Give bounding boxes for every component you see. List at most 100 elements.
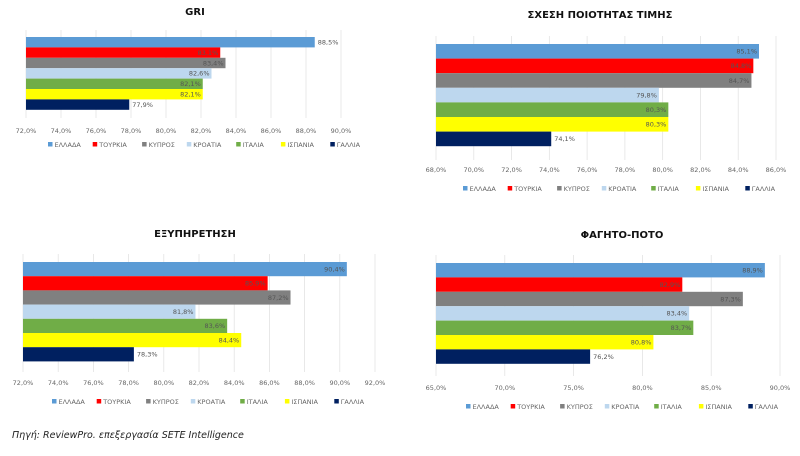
legend-swatch <box>190 399 196 404</box>
legend-swatch <box>507 186 513 191</box>
legend-label: ΓΑΛΛΙΑ <box>752 185 776 193</box>
chart-title: GRI <box>185 7 205 18</box>
x-tick-label: 78,0% <box>118 379 139 387</box>
legend-label: ΤΟΥΡΚΙΑ <box>516 403 545 411</box>
data-label: 78,3% <box>137 351 158 359</box>
legend-label: ΙΤΑΛΙΑ <box>247 398 269 406</box>
data-label: 87,3% <box>720 295 741 303</box>
legend-swatch <box>330 142 335 147</box>
x-tick-label: 76,0% <box>86 127 107 135</box>
x-tick-label: 70,0% <box>463 166 484 174</box>
bar-ΙΣΠΑΝΙΑ <box>436 335 654 350</box>
x-tick-label: 80,0% <box>652 166 673 174</box>
legend-swatch <box>466 404 471 409</box>
data-label: 88,5% <box>318 39 339 47</box>
data-label: 80,3% <box>646 121 667 129</box>
legend-label: ΙΣΠΑΝΙΑ <box>287 141 314 149</box>
legend-swatch <box>745 186 750 191</box>
bar-ΙΤΑΛΙΑ <box>436 102 669 117</box>
x-tick-label: 90,0% <box>331 127 352 135</box>
legend-swatch <box>560 404 565 409</box>
legend-swatch <box>604 404 610 409</box>
x-tick-label: 78,0% <box>615 166 636 174</box>
data-label: 82,6% <box>189 70 210 78</box>
bar-ΚΥΠΡΟΣ <box>23 290 291 305</box>
bar-ΚΥΠΡΟΣ <box>436 73 752 88</box>
chart-3: ΕΞΥΠΗΡΕΤΗΣΗ 72,0% 74,0% 76,0% 78,0% 80,0% 82,0… <box>13 229 386 406</box>
bar-ΚΥΠΡΟΣ <box>26 57 226 69</box>
legend-swatch <box>334 399 339 404</box>
legend-label: ΕΛΛΑΔΑ <box>55 141 82 149</box>
bar-ΙΤΑΛΙΑ <box>26 78 203 89</box>
bar-ΤΟΥΡΚΙΑ <box>436 58 754 74</box>
x-tick-label: 84,0% <box>728 166 749 174</box>
legend-label: ΚΡΟΑΤΙΑ <box>193 141 222 149</box>
data-label: 79,8% <box>636 91 657 99</box>
data-label: 87,2% <box>268 294 289 302</box>
chart-title: ΕΞΥΠΗΡΕΤΗΣΗ <box>154 229 236 240</box>
x-tick-label: 92,0% <box>365 379 386 387</box>
x-tick-label: 72,0% <box>16 127 37 135</box>
data-label: 74,1% <box>554 135 575 143</box>
legend-label: ΙΣΠΑΝΙΑ <box>702 185 729 193</box>
legend-label: ΓΑΛΛΙΑ <box>337 141 361 149</box>
legend-swatch <box>601 186 607 191</box>
legend-label: ΕΛΛΑΔΑ <box>470 185 497 193</box>
bar-ΚΡΟΑΤΙΑ <box>436 306 690 321</box>
x-tick-label: 75,0% <box>563 384 584 392</box>
legend-label: ΙΣΠΑΝΙΑ <box>291 398 318 406</box>
chart-title: ΦΑΓΗΤΟ-ΠΟΤΟ <box>581 230 664 241</box>
legend-label: ΓΑΛΛΙΑ <box>755 403 779 411</box>
x-tick-label: 76,0% <box>83 379 104 387</box>
legend-swatch <box>240 399 245 404</box>
data-label: 84,4% <box>219 336 240 344</box>
bar-ΓΑΛΛΙΑ <box>26 99 130 110</box>
data-label: 83,1% <box>198 49 219 57</box>
bar-ΓΑΛΛΙΑ <box>23 347 134 362</box>
legend-label: ΚΡΟΑΤΙΑ <box>611 403 640 411</box>
bar-ΚΡΟΑΤΙΑ <box>436 87 659 103</box>
legend-label: ΚΥΠΡΟΣ <box>567 403 593 411</box>
legend-swatch <box>48 142 53 147</box>
x-tick-label: 74,0% <box>51 127 72 135</box>
legend-swatch <box>557 186 562 191</box>
bar-ΚΡΟΑΤΙΑ <box>26 68 212 79</box>
x-tick-label: 90,0% <box>770 384 791 392</box>
bar-ΙΣΠΑΝΙΑ <box>436 117 669 132</box>
x-tick-label: 86,0% <box>259 379 280 387</box>
legend-label: ΚΥΠΡΟΣ <box>564 185 590 193</box>
x-tick-label: 74,0% <box>48 379 69 387</box>
legend-swatch <box>186 142 192 147</box>
data-label: 83,7% <box>671 324 692 332</box>
data-label: 83,4% <box>667 310 688 318</box>
legend-label: ΙΣΠΑΝΙΑ <box>705 403 732 411</box>
legend-label: ΙΤΑΛΙΑ <box>658 185 680 193</box>
bar-ΤΟΥΡΚΙΑ <box>26 47 221 58</box>
bar-ΚΡΟΑΤΙΑ <box>23 304 196 319</box>
legend-label: ΤΟΥΡΚΙΑ <box>513 185 542 193</box>
x-tick-label: 82,0% <box>189 379 210 387</box>
legend-swatch <box>698 404 704 409</box>
chart-title: ΣΧΕΣΗ ΠΟΙΟΤΗΤΑΣ ΤΙΜΗΣ <box>528 10 673 21</box>
data-label: 84,7% <box>729 77 750 85</box>
bar-ΚΥΠΡΟΣ <box>436 291 743 307</box>
data-label: 84,8% <box>731 62 752 70</box>
legend-label: ΕΛΛΑΔΑ <box>473 403 500 411</box>
data-label: 82,1% <box>180 91 201 99</box>
legend-swatch <box>236 142 241 147</box>
legend-swatch <box>748 404 753 409</box>
x-tick-label: 68,0% <box>426 166 447 174</box>
x-tick-label: 80,0% <box>153 379 174 387</box>
data-label: 76,2% <box>593 353 614 361</box>
legend-swatch <box>92 142 98 147</box>
legend-swatch <box>510 404 516 409</box>
x-tick-label: 80,0% <box>632 384 653 392</box>
x-tick-label: 86,0% <box>261 127 282 135</box>
bar-ΙΤΑΛΙΑ <box>23 318 228 333</box>
data-label: 83,4% <box>203 59 224 67</box>
data-label: 83,6% <box>205 322 226 330</box>
data-label: 85,1% <box>736 48 757 56</box>
bar-ΕΛΛΑΔΑ <box>436 44 759 59</box>
bar-ΓΑΛΛΙΑ <box>436 131 552 147</box>
